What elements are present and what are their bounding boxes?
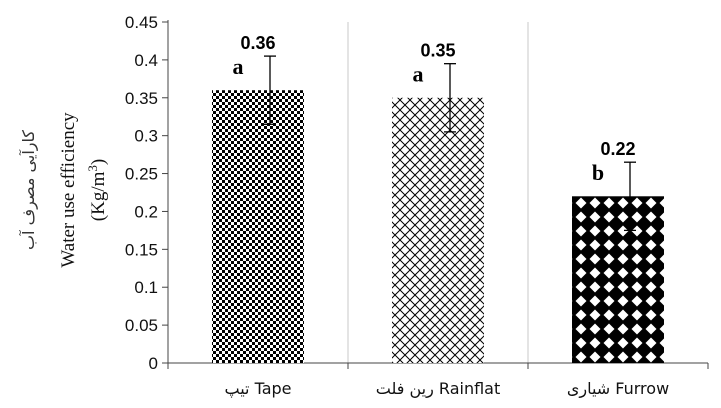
y-tick-label: 0	[149, 354, 158, 373]
x-tick-labels: تیپ Tape رین فلت Rainflat شیاری Furrow	[224, 379, 669, 399]
y-axis-title: کارآیی مصرف آب Water use efficiency (Kg/…	[19, 112, 109, 268]
y-tick-label: 0.1	[134, 278, 158, 297]
y-tick-labels: 0 0.05 0.1 0.15 0.2 0.25 0.3 0.35 0.4 0.45	[125, 13, 158, 373]
y-axis-title-unit: (Kg/m3)	[85, 159, 109, 221]
significance-letter: b	[592, 160, 604, 185]
data-label: 0.22	[600, 139, 635, 159]
x-category-label: تیپ Tape	[224, 379, 291, 399]
bar	[392, 97, 484, 364]
x-category-label: رین فلت Rainflat	[376, 379, 501, 399]
gridlines	[347, 22, 529, 363]
bar	[212, 90, 304, 363]
bars	[212, 90, 664, 364]
y-tick-label: 0.4	[134, 51, 158, 70]
x-category-label: شیاری Furrow	[567, 379, 669, 399]
significance-letter: a	[413, 62, 424, 87]
error-bars	[264, 55, 636, 232]
significance-letter: a	[233, 54, 244, 79]
data-label: 0.35	[420, 41, 455, 61]
y-tick-label: 0.3	[134, 127, 158, 146]
y-axis-title-persian: کارآیی مصرف آب	[19, 130, 39, 250]
y-axis-title-english: Water use efficiency	[58, 112, 79, 268]
data-label: 0.36	[240, 33, 275, 53]
y-tick-label: 0.05	[125, 316, 158, 335]
y-tick-label: 0.2	[134, 202, 158, 221]
y-tick-label: 0.45	[125, 13, 158, 32]
y-tick-label: 0.15	[125, 240, 158, 259]
bar	[572, 196, 664, 363]
y-tick-label: 0.35	[125, 89, 158, 108]
y-tick-label: 0.25	[125, 165, 158, 184]
